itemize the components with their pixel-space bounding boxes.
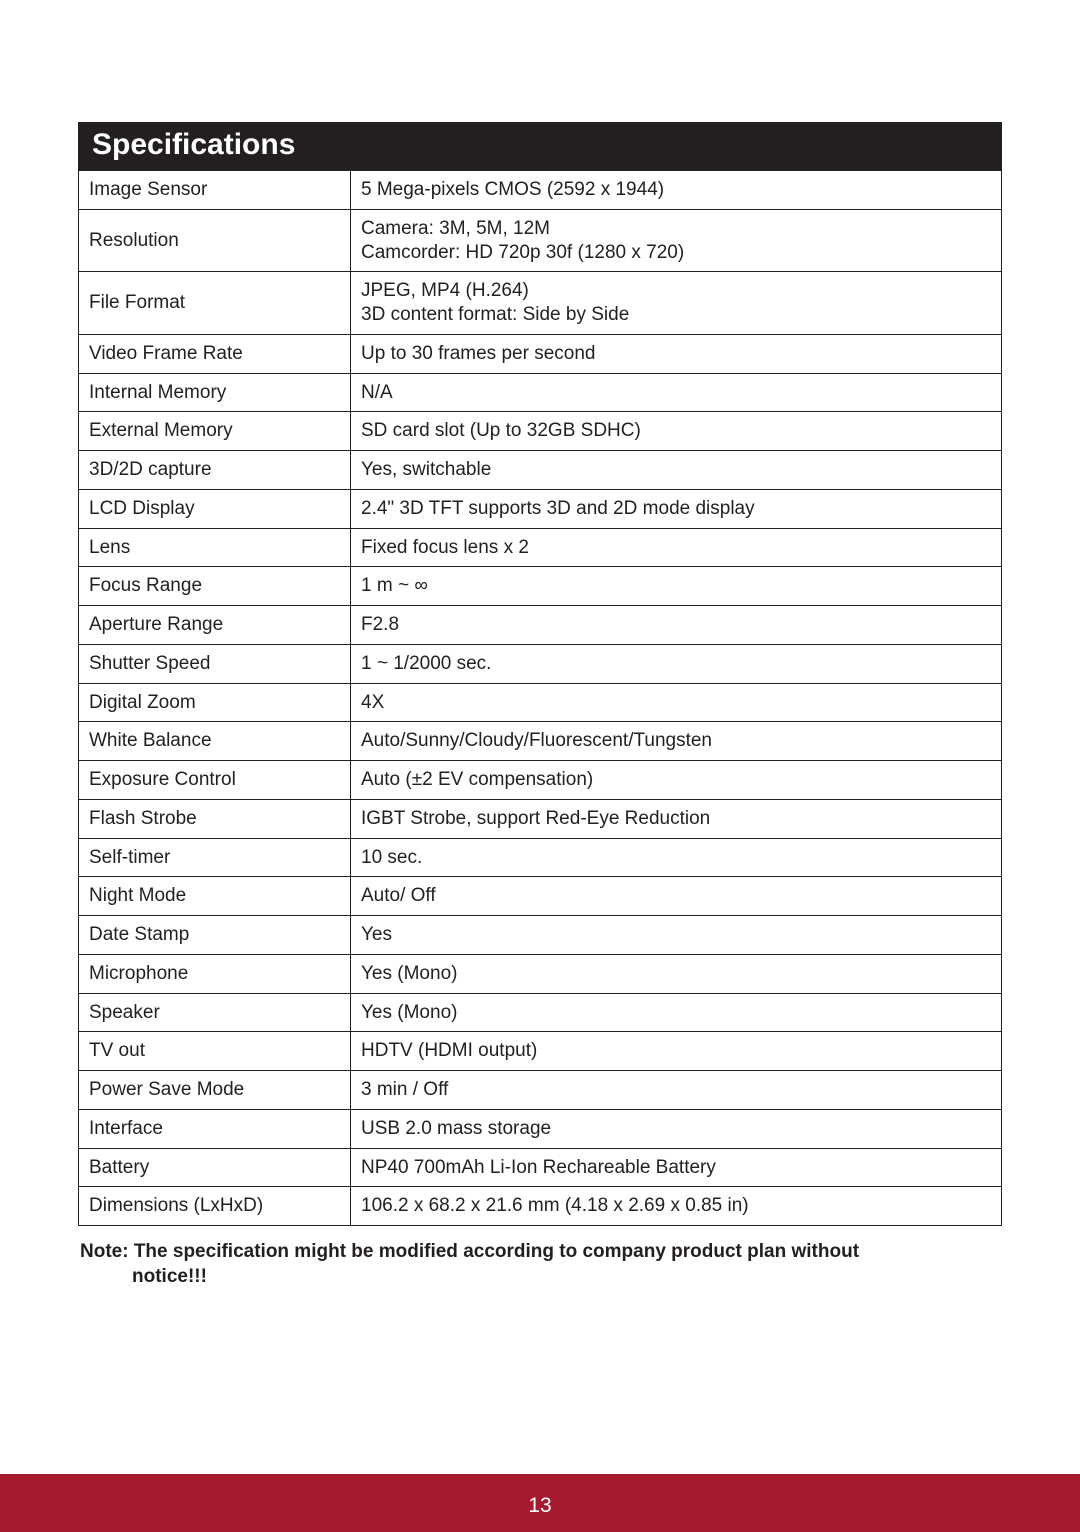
spec-label: Video Frame Rate: [79, 334, 351, 373]
spec-label: Night Mode: [79, 877, 351, 916]
spec-label: Internal Memory: [79, 373, 351, 412]
spec-value: SD card slot (Up to 32GB SDHC): [351, 412, 1002, 451]
spec-label: LCD Display: [79, 489, 351, 528]
spec-value: Fixed focus lens x 2: [351, 528, 1002, 567]
note-line-1: Note: The specification might be modifie…: [80, 1241, 859, 1262]
page-number: 13: [0, 1494, 1080, 1518]
spec-label: Date Stamp: [79, 916, 351, 955]
table-row: Image Sensor5 Mega-pixels CMOS (2592 x 1…: [79, 171, 1002, 210]
spec-value: 10 sec.: [351, 838, 1002, 877]
spec-label: Flash Strobe: [79, 799, 351, 838]
spec-label: Battery: [79, 1148, 351, 1187]
spec-value: HDTV (HDMI output): [351, 1032, 1002, 1071]
spec-value: N/A: [351, 373, 1002, 412]
specifications-table: Image Sensor5 Mega-pixels CMOS (2592 x 1…: [78, 170, 1002, 1226]
table-row: 3D/2D captureYes, switchable: [79, 451, 1002, 490]
page-footer: 13: [0, 1474, 1080, 1532]
spec-label: Image Sensor: [79, 171, 351, 210]
spec-value: Camera: 3M, 5M, 12MCamcorder: HD 720p 30…: [351, 209, 1002, 272]
table-row: File FormatJPEG, MP4 (H.264)3D content f…: [79, 272, 1002, 335]
table-row: Power Save Mode3 min / Off: [79, 1071, 1002, 1110]
spec-label: Digital Zoom: [79, 683, 351, 722]
spec-value: 5 Mega-pixels CMOS (2592 x 1944): [351, 171, 1002, 210]
spec-label: Interface: [79, 1109, 351, 1148]
spec-value: 3 min / Off: [351, 1071, 1002, 1110]
spec-label: Dimensions (LxHxD): [79, 1187, 351, 1226]
spec-value: IGBT Strobe, support Red-Eye Reduction: [351, 799, 1002, 838]
spec-label: Self-timer: [79, 838, 351, 877]
spec-value: USB 2.0 mass storage: [351, 1109, 1002, 1148]
table-row: Exposure ControlAuto (±2 EV compensation…: [79, 761, 1002, 800]
spec-label: Speaker: [79, 993, 351, 1032]
table-row: White BalanceAuto/Sunny/Cloudy/Fluoresce…: [79, 722, 1002, 761]
section-title: Specifications: [78, 122, 1002, 170]
table-row: TV outHDTV (HDMI output): [79, 1032, 1002, 1071]
spec-value: Auto/Sunny/Cloudy/Fluorescent/Tungsten: [351, 722, 1002, 761]
note-text: Note: The specification might be modifie…: [78, 1240, 1002, 1289]
spec-label: Power Save Mode: [79, 1071, 351, 1110]
content-area: Specifications Image Sensor5 Mega-pixels…: [78, 122, 1002, 1289]
manual-page: Specifications Image Sensor5 Mega-pixels…: [0, 0, 1080, 1532]
table-row: MicrophoneYes (Mono): [79, 954, 1002, 993]
spec-label: File Format: [79, 272, 351, 335]
spec-value: JPEG, MP4 (H.264)3D content format: Side…: [351, 272, 1002, 335]
spec-label: Shutter Speed: [79, 644, 351, 683]
table-row: External MemorySD card slot (Up to 32GB …: [79, 412, 1002, 451]
spec-label: Microphone: [79, 954, 351, 993]
spec-value: Yes, switchable: [351, 451, 1002, 490]
spec-value: 1 ~ 1/2000 sec.: [351, 644, 1002, 683]
table-row: Night ModeAuto/ Off: [79, 877, 1002, 916]
spec-label: White Balance: [79, 722, 351, 761]
table-row: Aperture RangeF2.8: [79, 606, 1002, 645]
spec-label: External Memory: [79, 412, 351, 451]
table-row: LCD Display2.4" 3D TFT supports 3D and 2…: [79, 489, 1002, 528]
table-row: InterfaceUSB 2.0 mass storage: [79, 1109, 1002, 1148]
spec-value: 106.2 x 68.2 x 21.6 mm (4.18 x 2.69 x 0.…: [351, 1187, 1002, 1226]
table-row: SpeakerYes (Mono): [79, 993, 1002, 1032]
table-row: BatteryNP40 700mAh Li-Ion Rechareable Ba…: [79, 1148, 1002, 1187]
spec-value: Yes (Mono): [351, 954, 1002, 993]
table-row: ResolutionCamera: 3M, 5M, 12MCamcorder: …: [79, 209, 1002, 272]
spec-value: NP40 700mAh Li-Ion Rechareable Battery: [351, 1148, 1002, 1187]
table-row: Shutter Speed1 ~ 1/2000 sec.: [79, 644, 1002, 683]
table-row: LensFixed focus lens x 2: [79, 528, 1002, 567]
spec-value: Yes (Mono): [351, 993, 1002, 1032]
table-row: Dimensions (LxHxD)106.2 x 68.2 x 21.6 mm…: [79, 1187, 1002, 1226]
spec-label: Exposure Control: [79, 761, 351, 800]
spec-label: 3D/2D capture: [79, 451, 351, 490]
spec-label: TV out: [79, 1032, 351, 1071]
spec-label: Focus Range: [79, 567, 351, 606]
spec-label: Resolution: [79, 209, 351, 272]
table-row: Video Frame RateUp to 30 frames per seco…: [79, 334, 1002, 373]
table-row: Digital Zoom4X: [79, 683, 1002, 722]
spec-value: Auto (±2 EV compensation): [351, 761, 1002, 800]
table-row: Focus Range1 m ~ ∞: [79, 567, 1002, 606]
spec-value: Up to 30 frames per second: [351, 334, 1002, 373]
spec-value: 1 m ~ ∞: [351, 567, 1002, 606]
table-row: Self-timer10 sec.: [79, 838, 1002, 877]
spec-label: Lens: [79, 528, 351, 567]
spec-value: 2.4" 3D TFT supports 3D and 2D mode disp…: [351, 489, 1002, 528]
table-row: Internal MemoryN/A: [79, 373, 1002, 412]
spec-value: 4X: [351, 683, 1002, 722]
spec-label: Aperture Range: [79, 606, 351, 645]
table-row: Flash StrobeIGBT Strobe, support Red-Eye…: [79, 799, 1002, 838]
spec-value: Auto/ Off: [351, 877, 1002, 916]
spec-value: Yes: [351, 916, 1002, 955]
table-row: Date StampYes: [79, 916, 1002, 955]
note-line-2: notice!!!: [80, 1265, 1002, 1290]
spec-value: F2.8: [351, 606, 1002, 645]
